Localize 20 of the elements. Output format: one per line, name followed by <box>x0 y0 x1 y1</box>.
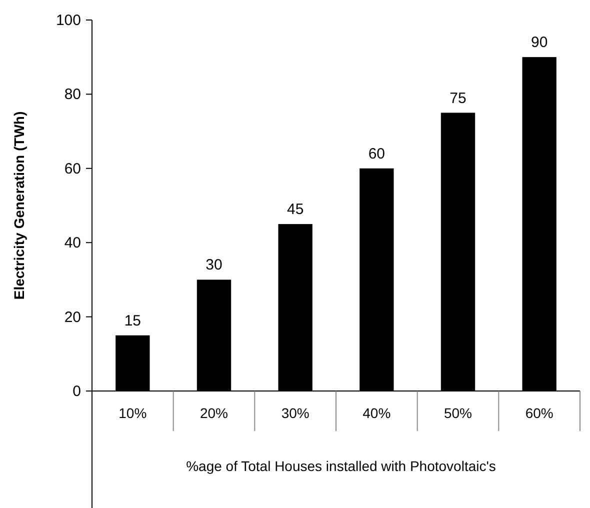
y-tick-label: 80 <box>64 86 81 104</box>
x-tick-label: 50% <box>444 405 472 421</box>
y-axis-title: Electricity Generation (TWh) <box>11 111 27 300</box>
y-tick-label: 100 <box>56 12 81 29</box>
data-label: 75 <box>450 90 466 107</box>
y-tick-label: 20 <box>64 308 81 326</box>
data-label: 90 <box>530 34 548 52</box>
y-tick-label: 40 <box>64 234 81 252</box>
data-label: 30 <box>206 256 222 274</box>
x-tick-label: 40% <box>362 405 391 421</box>
x-axis-title: %age of Total Houses installed with Photovoltaic's <box>186 458 496 474</box>
data-label: 15 <box>124 312 142 330</box>
data-label: 45 <box>286 201 304 218</box>
x-tick-label: 30% <box>281 405 310 421</box>
y-tick-label: 60 <box>64 160 81 178</box>
x-tick-label: 60% <box>525 405 554 421</box>
x-tick-label: 10% <box>118 405 147 421</box>
x-tick-label: 20% <box>200 405 228 421</box>
data-label: 60 <box>368 145 386 162</box>
y-tick-label: 0 <box>72 383 81 400</box>
